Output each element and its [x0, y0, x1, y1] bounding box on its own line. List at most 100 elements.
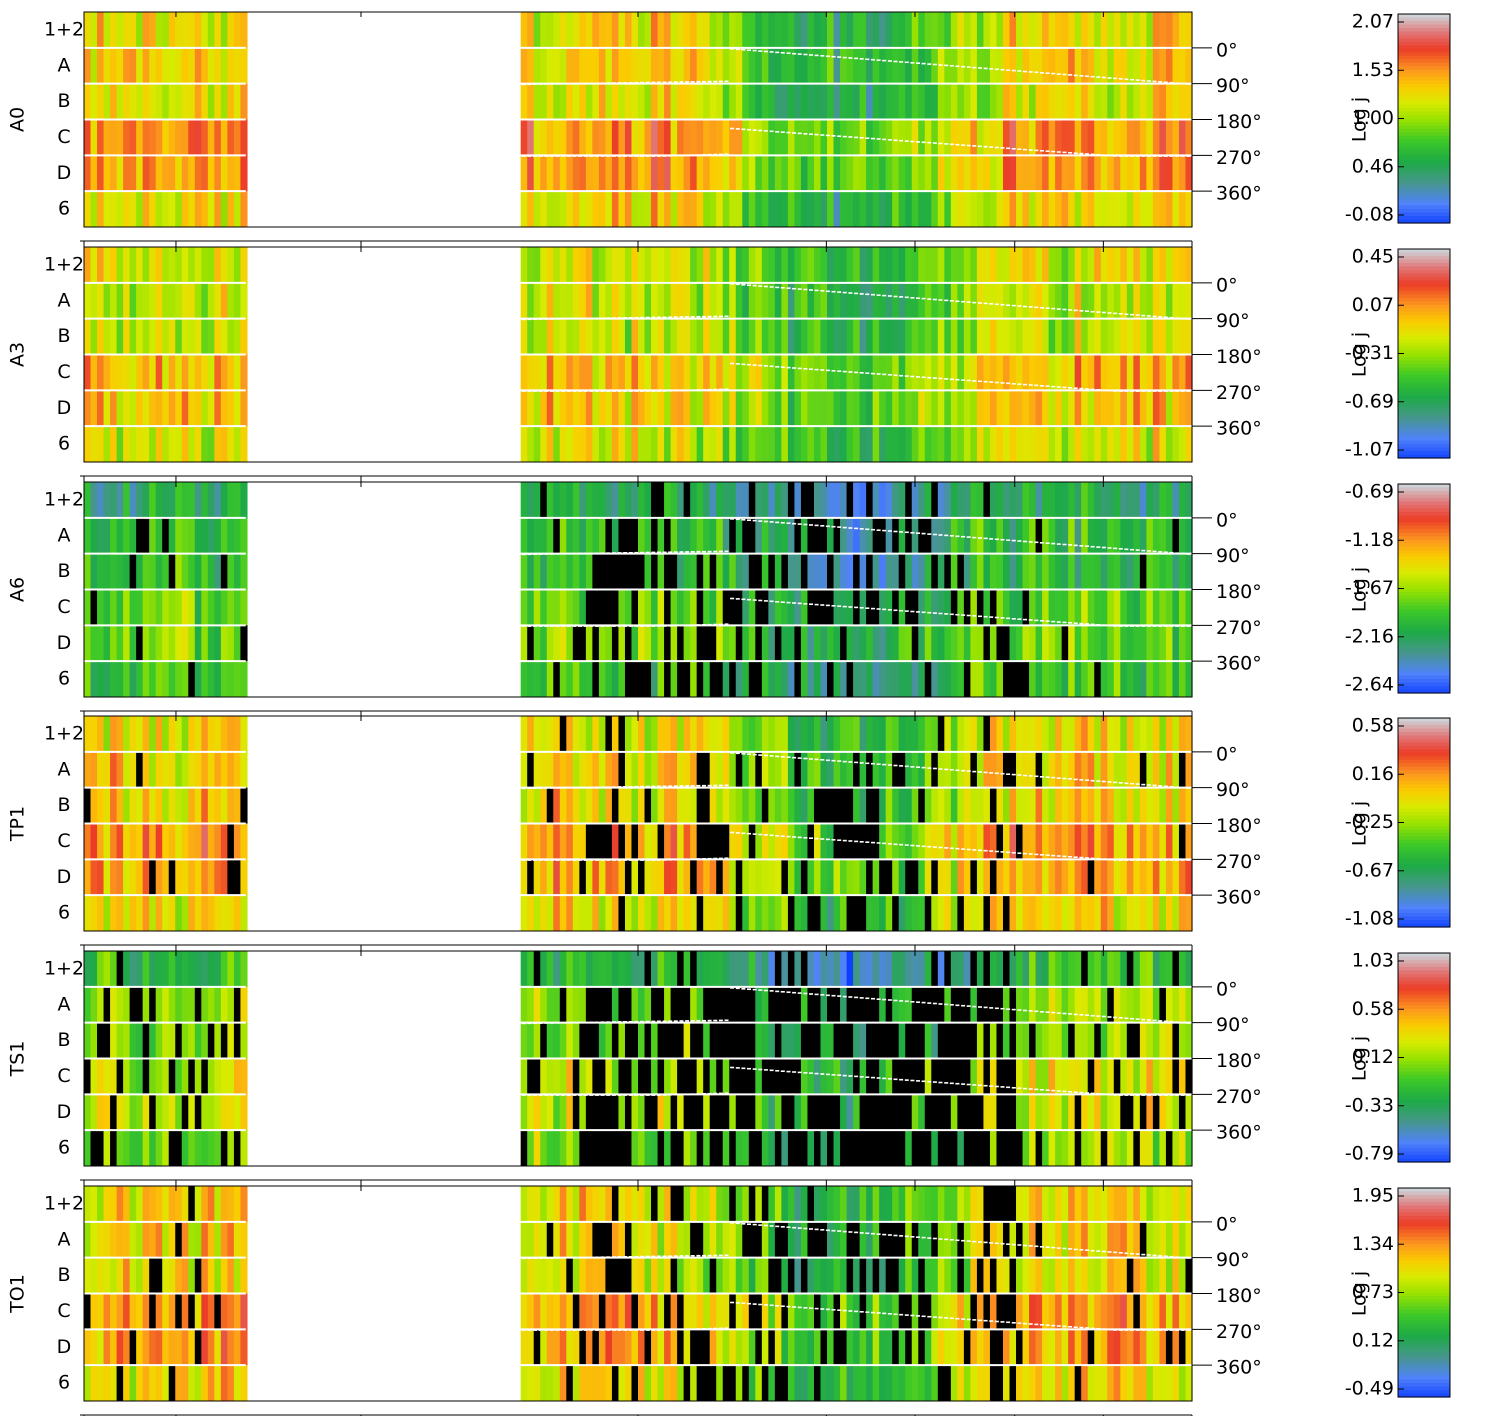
heat-cell — [546, 12, 554, 49]
heat-cell — [559, 119, 567, 156]
heat-cell — [527, 247, 535, 284]
heat-cell — [201, 517, 209, 555]
heat-cell — [162, 661, 170, 698]
heat-cell — [703, 426, 711, 463]
heat-cell — [950, 625, 958, 662]
trace-dot — [938, 142, 943, 145]
heat-cell — [768, 553, 776, 590]
trace-dot — [640, 316, 644, 319]
colorbar-step — [1398, 780, 1450, 785]
heat-cell — [989, 354, 998, 391]
heat-cell — [559, 823, 567, 860]
heat-cell — [227, 986, 235, 1024]
heat-cell — [1139, 247, 1147, 284]
trace-dot — [1045, 150, 1050, 152]
heat-cell — [1185, 426, 1193, 463]
trace-dot — [651, 551, 656, 554]
heat-cell — [116, 482, 124, 519]
colorbar-step — [1398, 874, 1450, 879]
heat-cell — [1165, 895, 1174, 932]
heat-cell — [742, 986, 750, 1024]
heat-cell — [1029, 12, 1037, 49]
trace-dot — [876, 608, 881, 610]
heat-cell — [592, 47, 600, 85]
trace-dot — [696, 154, 701, 156]
heat-cell — [1061, 191, 1069, 228]
heat-cell — [651, 1058, 659, 1095]
heat-cell — [585, 390, 593, 427]
heat-cell — [892, 859, 900, 896]
heat-cell — [84, 155, 92, 192]
heat-cell — [931, 787, 939, 824]
heat-cell — [546, 716, 554, 753]
heat-cell — [677, 155, 685, 192]
heat-cell — [533, 47, 541, 85]
heat-cell — [1055, 787, 1063, 824]
heat-cell — [559, 155, 567, 192]
trace-dot — [713, 315, 718, 318]
heat-cell — [898, 12, 906, 49]
heat-cell — [976, 895, 985, 932]
trace-dot — [797, 53, 802, 55]
heat-cell — [833, 661, 841, 698]
heat-cell — [155, 517, 163, 555]
heat-cell — [957, 895, 965, 932]
heat-cell — [220, 282, 228, 320]
heat-cell — [644, 859, 652, 896]
heat-cell — [533, 1022, 541, 1059]
heat-cell — [1074, 282, 1082, 320]
heat-cell — [520, 823, 528, 860]
heat-cell — [84, 191, 92, 228]
trace-dot — [555, 625, 560, 627]
heat-cell — [722, 1130, 730, 1167]
panel-label: A6 — [7, 577, 29, 602]
heat-cell — [194, 661, 202, 698]
heat-cell — [1048, 155, 1056, 192]
heat-cell — [553, 553, 561, 590]
trace-dot — [792, 367, 797, 369]
heat-cell — [657, 986, 665, 1024]
heat-cell — [611, 625, 620, 662]
heat-cell — [194, 1058, 202, 1095]
heat-cell — [911, 482, 919, 519]
heat-cell — [1022, 482, 1030, 519]
trace-dot — [1124, 78, 1129, 81]
heat-cell — [592, 823, 600, 860]
heat-cell — [827, 553, 835, 590]
heat-cell — [618, 191, 626, 228]
heat-cell — [892, 787, 900, 824]
heat-cell — [592, 951, 600, 988]
trace-dot — [679, 316, 684, 318]
heat-cell — [853, 390, 861, 427]
heat-cell — [579, 12, 587, 49]
heat-cell — [572, 823, 580, 860]
heat-cell — [1159, 859, 1167, 896]
heat-cell — [722, 12, 730, 49]
heat-cell — [1139, 155, 1147, 192]
heat-cell — [774, 247, 782, 284]
heat-cell — [1126, 895, 1134, 932]
heat-cell — [840, 482, 848, 519]
heat-cell — [644, 895, 652, 932]
heat-cell — [664, 517, 672, 555]
heat-cell — [97, 119, 105, 156]
heat-cell — [1139, 47, 1147, 85]
heat-cell — [207, 625, 215, 662]
heat-cell — [162, 282, 170, 320]
heat-cell — [214, 155, 222, 192]
heat-cell — [1087, 823, 1095, 860]
trace-dot — [904, 844, 909, 846]
heat-cell — [175, 47, 183, 85]
heat-cell — [781, 986, 789, 1024]
heat-cell — [233, 354, 242, 391]
colorbar-step — [1398, 647, 1450, 652]
heat-cell — [944, 859, 952, 896]
heat-cell — [598, 354, 607, 391]
heat-cell — [116, 986, 124, 1024]
heat-cell — [735, 247, 743, 284]
heat-cell — [989, 83, 998, 120]
heat-cell — [781, 119, 789, 156]
heat-cell — [175, 1022, 183, 1059]
heat-cell — [1113, 282, 1121, 320]
heat-cell — [1055, 895, 1063, 932]
